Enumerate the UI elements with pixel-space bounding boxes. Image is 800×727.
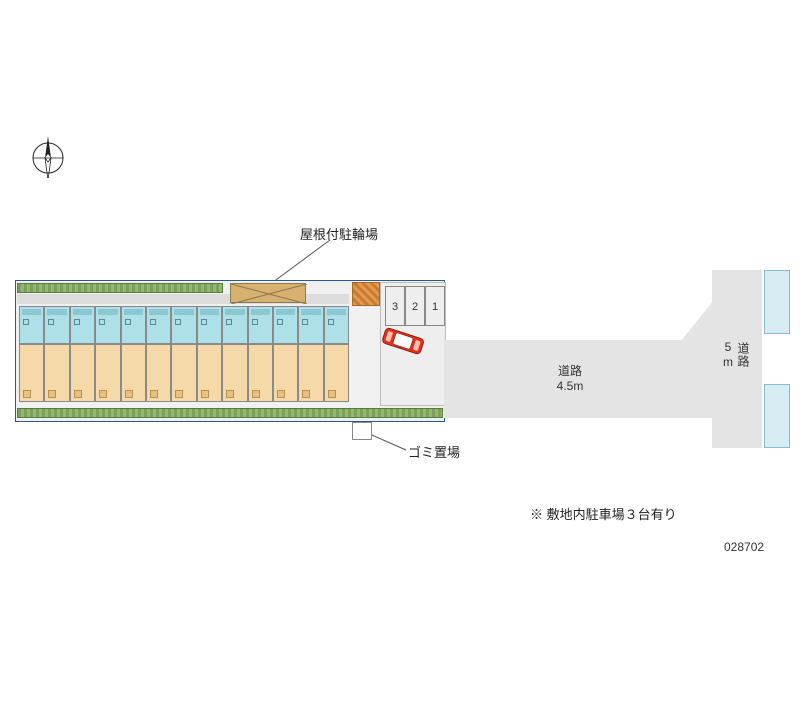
unit-lower — [197, 344, 222, 402]
unit-lower — [95, 344, 120, 402]
unit-lower — [324, 344, 349, 402]
apartment-unit — [248, 306, 273, 402]
apartment-unit — [222, 306, 247, 402]
parking-slot-1: 1 — [425, 286, 445, 326]
apartment-unit — [146, 306, 171, 402]
neighbor-block-top — [764, 270, 790, 334]
apartment-unit — [324, 306, 349, 402]
unit-lower — [19, 344, 44, 402]
unit-upper — [44, 306, 69, 344]
unit-lower — [222, 344, 247, 402]
unit-upper — [19, 306, 44, 344]
apartment-unit — [95, 306, 120, 402]
unit-row — [19, 306, 349, 402]
unit-upper — [70, 306, 95, 344]
hedge-top — [17, 283, 223, 293]
apartment-unit — [273, 306, 298, 402]
unit-lower — [44, 344, 69, 402]
apartment-unit — [121, 306, 146, 402]
trash-label: ゴミ置場 — [408, 442, 460, 461]
unit-upper — [95, 306, 120, 344]
unit-lower — [273, 344, 298, 402]
hedge-bottom — [17, 408, 443, 418]
covered-bike-parking — [230, 283, 306, 303]
site-plan-canvas: 屋根付駐輪場 ゴミ置場 3 2 1 道路 4.5m — [0, 0, 800, 727]
plan-id: 028702 — [724, 540, 764, 554]
unit-upper — [298, 306, 323, 344]
apartment-unit — [19, 306, 44, 402]
trash-area — [352, 422, 372, 440]
apartment-unit — [171, 306, 196, 402]
parking-note: ※ 敷地内駐車場３台有り — [530, 504, 677, 523]
apartment-unit — [70, 306, 95, 402]
entry-pad — [352, 282, 380, 306]
parking-slot-2: 2 — [405, 286, 425, 326]
unit-upper — [248, 306, 273, 344]
apartment-unit — [44, 306, 69, 402]
apartment-unit — [197, 306, 222, 402]
unit-upper — [146, 306, 171, 344]
unit-lower — [171, 344, 196, 402]
apartment-unit — [298, 306, 323, 402]
unit-upper — [121, 306, 146, 344]
road-5m-label: 道路 5m — [724, 340, 752, 370]
parking-slot-3: 3 — [385, 286, 405, 326]
unit-lower — [70, 344, 95, 402]
slot-num-1: 1 — [432, 301, 438, 313]
unit-lower — [248, 344, 273, 402]
unit-upper — [222, 306, 247, 344]
unit-upper — [197, 306, 222, 344]
unit-lower — [146, 344, 171, 402]
unit-lower — [298, 344, 323, 402]
unit-upper — [171, 306, 196, 344]
road1-text: 道路 4.5m — [557, 364, 584, 393]
road-4-5m-label: 道路 4.5m — [540, 362, 600, 393]
unit-upper — [273, 306, 298, 344]
neighbor-block-bottom — [764, 384, 790, 448]
unit-upper — [324, 306, 349, 344]
slot-num-3: 3 — [392, 301, 398, 313]
unit-lower — [121, 344, 146, 402]
slot-num-2: 2 — [412, 301, 418, 313]
road2-text: 道路 5m — [721, 340, 750, 370]
